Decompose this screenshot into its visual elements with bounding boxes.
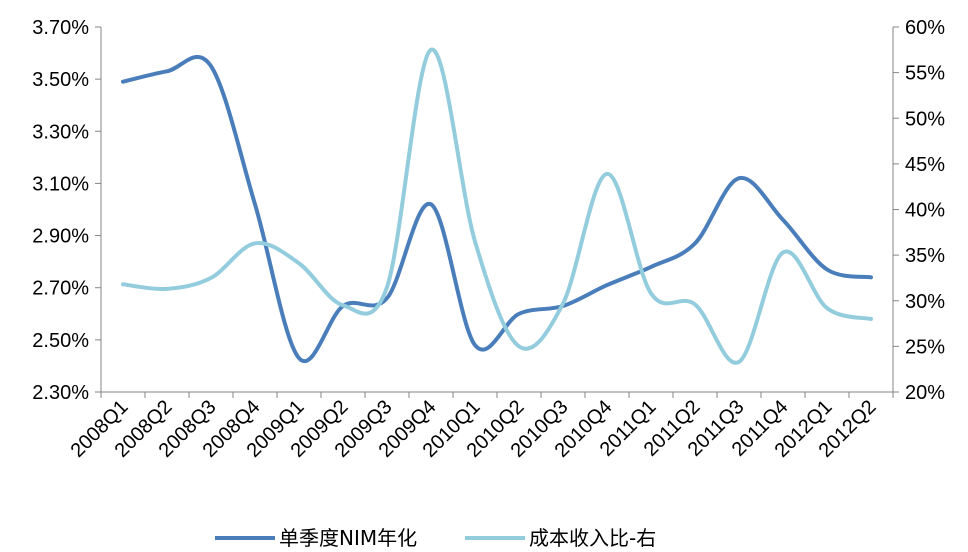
x-tick-labels: 2008Q12008Q22008Q32008Q42009Q12009Q22009… [67,396,881,462]
y-left-tick-label: 3.70% [32,17,89,39]
y-left-tick-label: 3.30% [32,121,89,143]
y-right-tick-label: 60% [905,17,945,39]
y-left-tick-label: 3.10% [32,173,89,195]
y-left-tick-label: 2.70% [32,278,89,300]
y-right-tick-label: 40% [905,200,945,222]
legend: 单季度NIM年化 成本收入比-右 [215,526,656,550]
y-left-tick-label: 3.50% [32,69,89,91]
series-line-1 [121,55,873,363]
legend-label-2: 成本收入比-右 [529,526,656,550]
y-right-tick-label: 50% [905,108,945,130]
y-right-tick-label: 55% [905,63,945,85]
y-left-tick-label: 2.90% [32,226,89,248]
y-right-tick-label: 45% [905,154,945,176]
y-left-tick-label: 2.50% [32,330,89,352]
y-right-tick-label: 20% [905,382,945,404]
y-right-tick-label: 25% [905,336,945,358]
y-left-tick-label: 2.30% [32,382,89,404]
axes: 2.30% 2.50% 2.70% 2.90% 3.10% 3.30% 3.50% 3.70%… [32,17,945,404]
series-group [121,47,873,365]
y-right-tick-label: 30% [905,291,945,313]
series-line-2 [121,47,873,365]
y-right-tick-label: 35% [905,245,945,267]
legend-label-1: 单季度NIM年化 [279,526,417,550]
